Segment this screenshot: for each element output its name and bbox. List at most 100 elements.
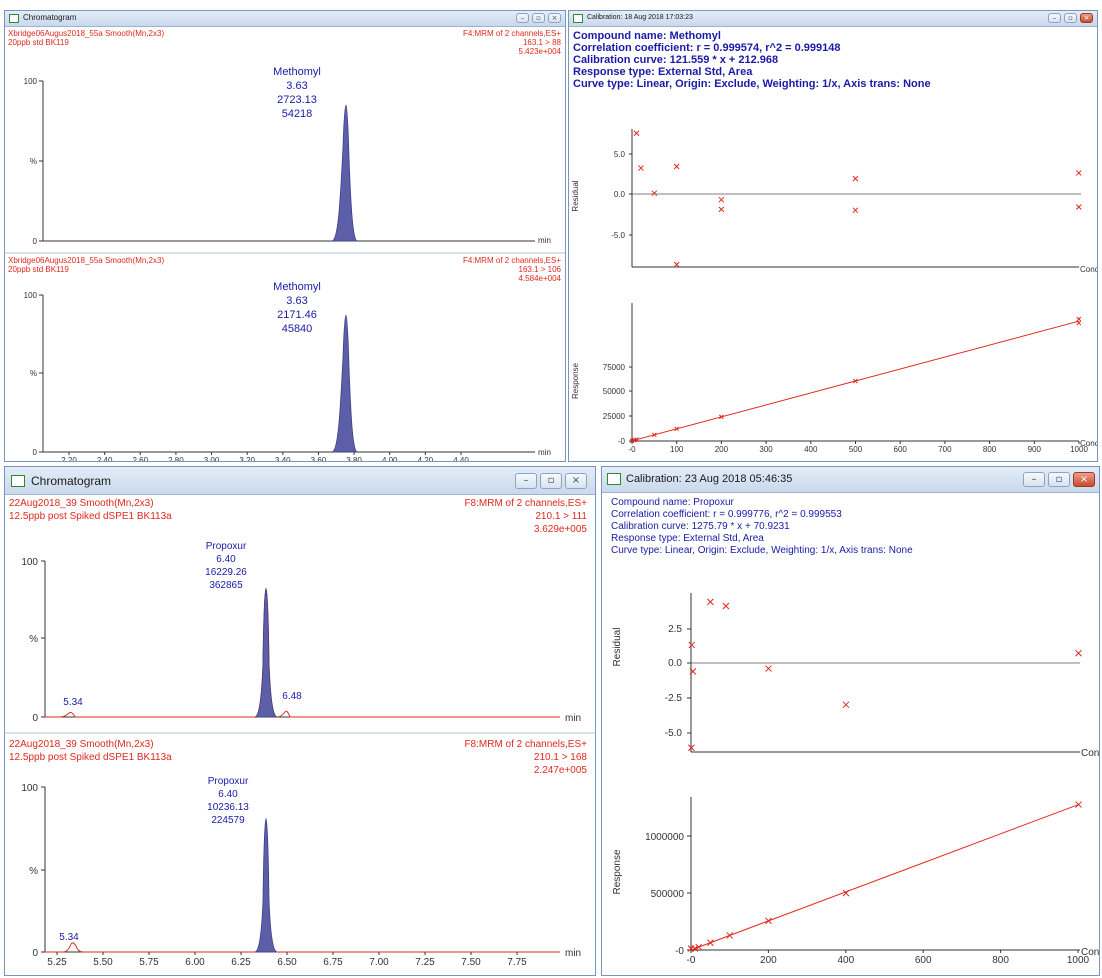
minimize-button[interactable]: – [516,13,529,23]
chromatogram-panel-2: 22Aug2018_39 Smooth(Mn,2x3) 12.5ppb post… [9,739,587,968]
calibration-info: Compound name: Propoxur Correlation coef… [611,497,913,557]
response-points [687,801,1082,952]
residual-axis-label: Residual [612,628,623,667]
x-tick-label: 400 [804,445,818,454]
peak-height: 224579 [211,815,245,826]
x-tick-label: 2.80 [168,456,184,462]
data-point-x-marker [651,190,658,197]
response-plot: Response 1000000 500000 -0 Conc -0 200 400… [612,797,1099,966]
title-bar[interactable]: Calibration: 18 Aug 2018 17:03:23 – ▫ × [569,11,1097,27]
calibration-window-bottom[interactable]: Calibration: 23 Aug 2018 05:46:35 – ▫ × … [601,466,1100,976]
curve-type: Curve type: Linear, Origin: Exclude, Wei… [573,78,931,90]
data-point-x-marker [707,598,714,606]
peak-area: 2723.13 [277,94,317,106]
x-tick-label: 1000 [1070,445,1088,454]
response-tick: -0 [675,946,684,957]
chromatogram-plot-area: Xbridge06Augus2018_55a Smooth(Mn,2x3) 20… [5,29,565,462]
data-point-x-marker [673,261,680,268]
restore-button[interactable]: ▫ [532,13,545,23]
x-unit-label: min [538,448,551,457]
peak-compound: Propoxur [208,776,249,787]
methomyl-peak [331,314,358,453]
y-tick-0: 0 [33,448,38,457]
title-bar[interactable]: Calibration: 23 Aug 2018 05:46:35 – ▫ × [602,467,1099,493]
peak-rt: 3.63 [286,295,307,307]
minimize-button[interactable]: – [1023,472,1045,487]
window-title: Chromatogram [31,474,112,488]
residual-tick: -2.5 [665,693,683,704]
data-point-x-marker [689,667,697,675]
calibration-curve: Calibration curve: 121.559 * x + 212.968 [573,54,779,66]
chromatogram-panel-1: 22Aug2018_39 Smooth(Mn,2x3) 12.5ppb post… [9,498,587,724]
data-point-x-marker [673,163,680,170]
chromatogram-icon [9,14,19,23]
chromatogram-icon [11,475,25,487]
x-axis-ticks: 2.20 2.40 2.60 2.80 3.00 3.20 3.40 3.60 3.80 4.00… [61,452,469,462]
y-tick-100: 100 [24,291,38,300]
response-type: Response type: External Std, Area [573,66,753,78]
restore-button[interactable]: ▫ [540,473,562,489]
minimize-button[interactable]: – [1048,13,1061,23]
x-tick-label: 6.25 [231,957,251,968]
minimize-button[interactable]: – [515,473,537,489]
x-tick-label: 300 [759,445,773,454]
residual-points [633,130,1082,268]
x-tick-label: 2.40 [97,456,113,462]
x-tick-label: -0 [687,955,696,966]
restore-button[interactable]: ▫ [1048,472,1070,487]
x-tick-label: 3.60 [311,456,327,462]
peak-height: 45840 [282,323,313,335]
residual-tick: 2.5 [668,624,682,635]
y-tick-100: 100 [21,557,38,568]
minor-peak-label: 5.34 [59,932,79,943]
response-tick: 500000 [651,889,685,900]
peak-area: 2171.46 [277,309,317,321]
correlation-coefficient: Correlation coefficient: r = 0.999776, r… [611,509,842,520]
x-tick-label: 800 [992,955,1009,966]
intensity-label: 5.423e+004 [519,47,562,56]
residual-tick: -5.0 [611,231,625,240]
x-tick-label: 4.00 [382,456,398,462]
y-tick-0: 0 [32,713,38,724]
chromatogram-window-bottom[interactable]: Chromatogram – ▫ × 22Aug2018_39 Smooth(M… [4,466,596,976]
response-plot: Response 75000 50000 25000 -0 Conc -0 100… [571,303,1097,454]
window-title: Calibration: 23 Aug 2018 05:46:35 [626,473,793,485]
x-tick-label: 1000 [1067,955,1090,966]
y-tick-percent: % [29,634,38,645]
window-title: Chromatogram [23,13,77,22]
close-button[interactable]: × [548,13,561,23]
calibration-icon [573,14,583,23]
calibration-window-top[interactable]: Calibration: 18 Aug 2018 17:03:23 – ▫ × … [568,10,1098,462]
chromatogram-window-top[interactable]: Chromatogram – ▫ × Xbridge06Augus2018_55… [4,10,566,462]
x-tick-label: 6.50 [277,957,297,968]
close-button[interactable]: × [1073,472,1095,487]
sample-name: Xbridge06Augus2018_55a Smooth(Mn,2x3) [8,256,164,265]
x-tick-label: 2.20 [61,456,77,462]
sample-name: Xbridge06Augus2018_55a Smooth(Mn,2x3) [8,29,164,38]
close-button[interactable]: × [565,473,587,489]
close-button[interactable]: × [1080,13,1093,23]
response-axis-label: Response [612,849,623,894]
data-point-x-marker [842,889,850,897]
data-point-x-marker [638,165,644,171]
data-point-x-marker [1076,320,1082,326]
x-tick-label: 5.25 [47,957,67,968]
function-label: F4:MRM of 2 channels,ES+ [463,29,561,38]
x-tick-label: 5.75 [139,957,159,968]
x-tick-label: 4.20 [418,456,434,462]
data-point-x-marker [691,945,699,952]
data-point-x-marker [842,701,850,709]
title-bar[interactable]: Chromatogram – ▫ × [5,11,565,27]
intensity-label: 3.629e+005 [534,524,588,535]
transition-label: 210.1 > 111 [535,511,587,522]
x-unit-label: min [565,948,581,959]
chromatogram-panel-2: Xbridge06Augus2018_55a Smooth(Mn,2x3) 20… [8,256,562,462]
x-tick-label: 3.00 [204,456,220,462]
x-tick-label: 7.75 [507,957,527,968]
data-point-x-marker [722,602,730,610]
restore-button[interactable]: ▫ [1064,13,1077,23]
peak-area: 16229.26 [205,567,247,578]
title-bar[interactable]: Chromatogram – ▫ × [5,467,595,495]
correlation-coefficient: Correlation coefficient: r = 0.999574, r… [573,42,841,54]
calibration-plots: Residual 5.0 0.0 -5.0 Conc Response 7500… [571,129,1097,454]
